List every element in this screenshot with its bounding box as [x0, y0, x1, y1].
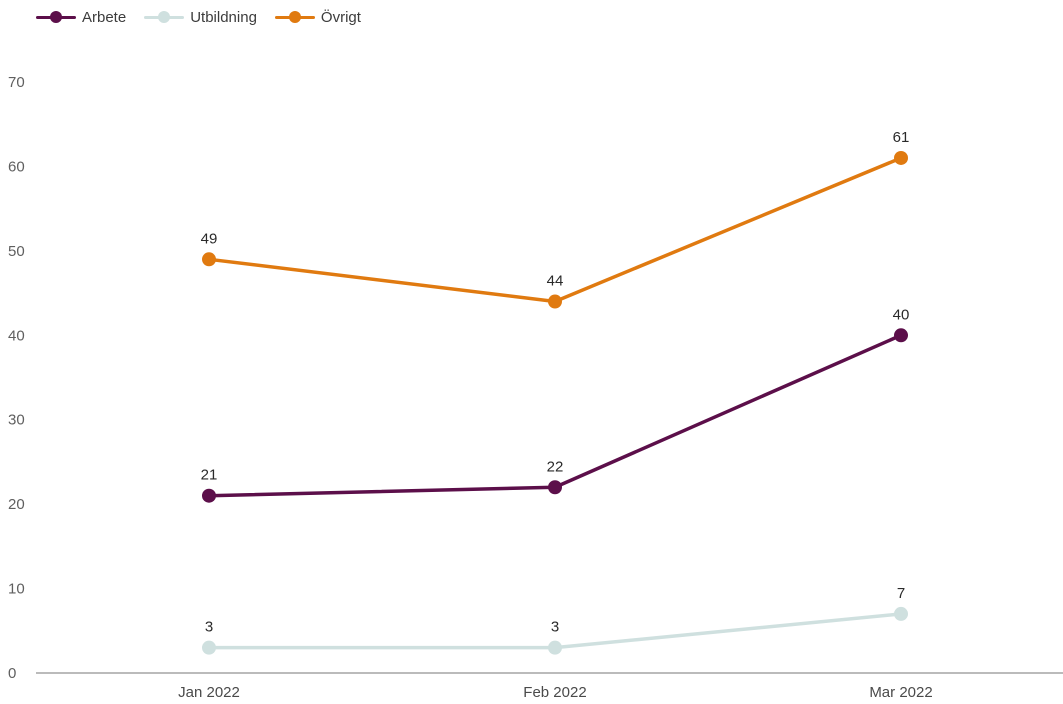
y-tick-label: 20	[8, 496, 25, 513]
data-point-vrigt	[894, 150, 908, 165]
y-tick-label: 10	[8, 581, 25, 598]
y-tick-label: 60	[8, 158, 25, 175]
y-tick-label: 50	[8, 243, 25, 260]
legend-dot	[50, 11, 62, 23]
data-point-utbildning	[894, 606, 908, 621]
data-point-utbildning	[548, 640, 562, 655]
legend-dot	[288, 11, 301, 23]
legend-item-utbildning[interactable]: Utbildning	[144, 7, 257, 27]
legend-item-ovrigt[interactable]: Övrigt	[274, 7, 361, 27]
legend-item-arbete[interactable]: Arbete	[36, 7, 126, 27]
data-point-arbete	[548, 480, 562, 495]
x-tick-label: Jan 2022	[178, 684, 240, 701]
data-label-arbete: 22	[547, 458, 564, 475]
legend-marker-utbildning	[144, 7, 185, 27]
y-tick-label: 30	[8, 412, 25, 429]
data-point-arbete	[202, 488, 216, 503]
data-label-arbete: 40	[893, 306, 910, 323]
legend-label-arbete: Arbete	[82, 8, 127, 26]
data-label-vrigt: 61	[893, 129, 910, 146]
data-point-vrigt	[202, 252, 216, 267]
legend-dot	[158, 11, 171, 23]
legend-label-utbildning: Utbildning	[190, 8, 257, 26]
data-point-vrigt	[548, 294, 562, 309]
legend-marker-arbete	[36, 7, 76, 27]
data-label-utbildning: 3	[205, 619, 213, 636]
data-point-arbete	[894, 328, 908, 343]
data-label-utbildning: 7	[897, 585, 905, 602]
data-label-vrigt: 49	[201, 230, 218, 247]
x-tick-label: Mar 2022	[869, 684, 932, 701]
data-point-utbildning	[202, 640, 216, 655]
data-label-arbete: 21	[201, 467, 218, 484]
data-label-utbildning: 3	[551, 619, 559, 636]
legend: Arbete Utbildning Övrigt	[36, 7, 361, 27]
y-tick-label: 70	[8, 74, 25, 91]
y-tick-label: 0	[8, 665, 16, 682]
data-label-vrigt: 44	[547, 273, 564, 290]
legend-label-ovrigt: Övrigt	[320, 8, 361, 26]
y-tick-label: 40	[8, 327, 25, 344]
x-tick-label: Feb 2022	[523, 684, 586, 701]
legend-marker-ovrigt	[274, 7, 315, 27]
